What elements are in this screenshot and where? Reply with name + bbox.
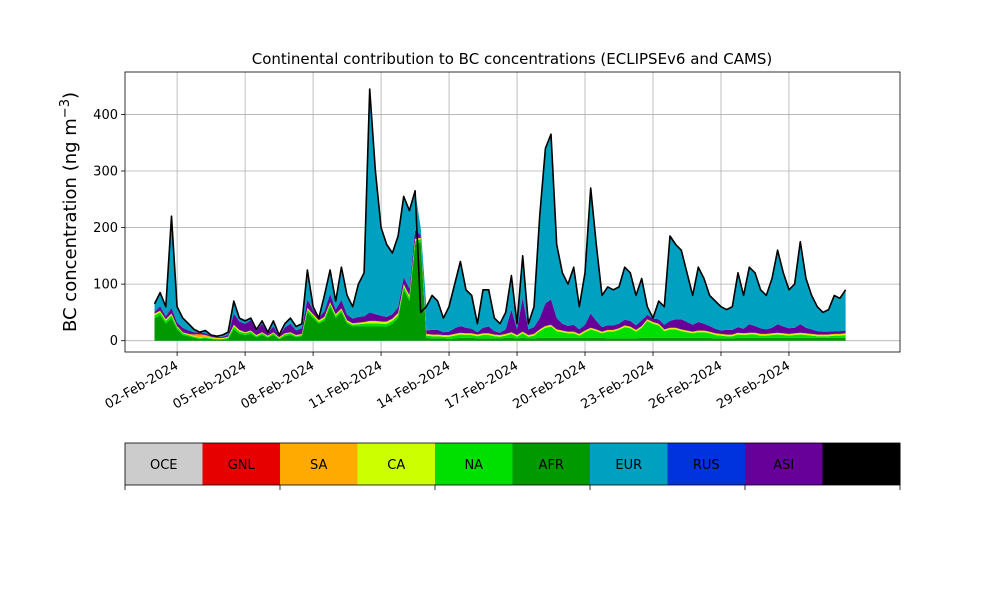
legend-label-rus: RUS xyxy=(693,458,720,473)
y-axis-label-end: ) xyxy=(60,92,81,99)
plot-frame xyxy=(124,71,901,353)
legend-label-asi: ASI xyxy=(773,458,794,473)
legend-swatch-afr xyxy=(512,443,591,485)
area-asi xyxy=(154,230,846,338)
legend-swatch-oce xyxy=(125,443,203,485)
legend-label-na: NA xyxy=(464,458,483,473)
legend-swatch-eur xyxy=(590,443,668,485)
area-afr xyxy=(154,241,846,341)
legend-frame xyxy=(124,442,901,486)
chart-title: Continental contribution to BC concentra… xyxy=(252,50,773,68)
y-tick-label: 300 xyxy=(93,164,118,179)
area-eur xyxy=(154,89,846,337)
legend-label-eur: EUR xyxy=(615,458,642,473)
stacked-areas xyxy=(154,89,846,341)
legend-swatch-aus xyxy=(822,443,901,485)
legend-swatch-asi xyxy=(745,443,823,485)
y-axis: 0 100 200 300 400 xyxy=(93,108,125,349)
y-tick-label: 400 xyxy=(93,108,118,123)
legend-swatch-ca xyxy=(357,443,436,485)
legend-swatch-sa xyxy=(280,443,358,485)
y-tick-label: 200 xyxy=(93,221,118,236)
legend-swatch-gnl xyxy=(202,443,281,485)
y-tick-label: 100 xyxy=(93,278,118,293)
y-axis-label-main: BC concentration (ng m xyxy=(60,118,81,332)
y-axis-label-exponent: −3 xyxy=(58,99,73,118)
total-line xyxy=(153,88,847,337)
legend-swatch-rus xyxy=(667,443,746,485)
legend-label-oce: OCE xyxy=(150,458,178,473)
legend-label-afr: AFR xyxy=(539,458,564,473)
total-line-group xyxy=(153,88,847,337)
y-axis-label: BC concentration (ng m−3) xyxy=(58,92,81,332)
legend-label-sa: SA xyxy=(310,458,327,473)
legend-label-aus: AUS xyxy=(848,458,875,473)
legend-label-ca: CA xyxy=(387,458,405,473)
legend-label-gnl: GNL xyxy=(228,458,256,473)
legend-swatch-na xyxy=(435,443,513,485)
legend: OCE GNL SA CA NA AFR EUR RUS ASI AUS xyxy=(124,442,901,490)
y-tick-label: 0 xyxy=(110,334,118,349)
